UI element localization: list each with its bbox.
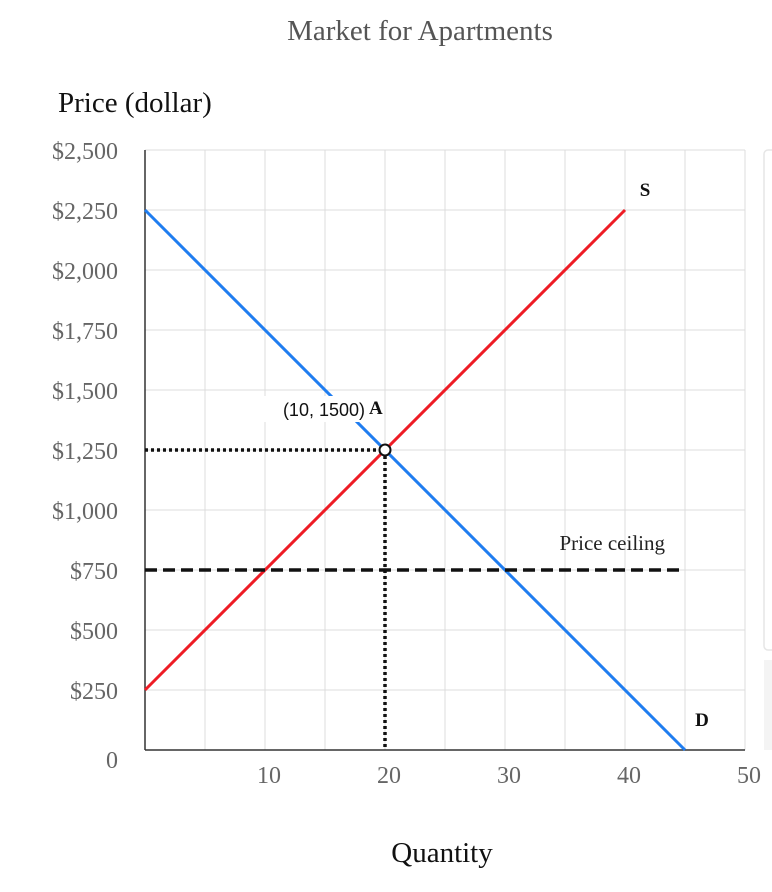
equilibrium-annotation: (10, 1500) [283,400,365,420]
chart-title: Market for Apartments [287,15,553,47]
y-tick-label: $1,500 [52,379,118,405]
annotations: S D Price ceiling (10, 1500) A [263,180,709,731]
side-panel-frame-lower [764,660,772,750]
price-ceiling-label: Price ceiling [559,531,665,555]
series-line-D [143,208,687,752]
y-tick-label: $2,000 [52,259,118,285]
series-label-S: S [640,180,651,201]
y-tick-label: $2,500 [52,139,118,165]
y-tick-label: $500 [70,619,118,645]
y-tick-label: $2,250 [52,199,118,225]
series-label-D: D [695,710,709,731]
side-panel-frame [763,149,772,651]
y-tick-label: $1,250 [52,439,118,465]
equilibrium-point [378,443,392,457]
origin-tick-label: 0 [106,748,118,774]
y-tick-label: $1,000 [52,499,118,525]
x-axis-title: Quantity [391,837,493,869]
x-tick-label: 40 [617,763,641,789]
series-lines [143,208,687,752]
equilibrium-guides [145,448,685,750]
x-tick-label: 10 [257,763,281,789]
x-tick-label: 30 [497,763,521,789]
y-tick-label: $1,750 [52,319,118,345]
equilibrium-annotation-bg [263,396,371,422]
x-tick-label: 50 [737,763,761,789]
tick-labels: $250 $500 $750 $1,000 $1,250 $1,500 $1,750 $2,0… [52,139,761,789]
y-axis-title: Price (dollar) [58,87,212,119]
y-tick-label: $250 [70,679,118,705]
x-tick-label: 20 [377,763,401,789]
equilibrium-point-label: A [369,398,383,419]
y-tick-label: $750 [70,559,118,585]
